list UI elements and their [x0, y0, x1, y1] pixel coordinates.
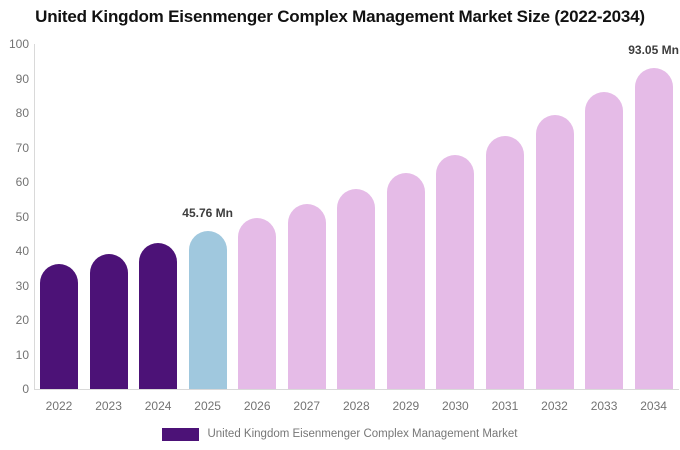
- y-tick-label: 100: [8, 37, 29, 51]
- bar-2028: [337, 188, 376, 389]
- y-tick-label: 0: [22, 382, 29, 396]
- x-tick-label: 2026: [243, 399, 271, 413]
- bar-2031: [485, 135, 524, 389]
- x-tick-label: 2027: [293, 399, 321, 413]
- bar-2032: [535, 114, 574, 389]
- x-tick-label: 2024: [144, 399, 172, 413]
- y-tick-label: 10: [15, 347, 29, 362]
- x-tick-label: 2033: [590, 399, 618, 413]
- y-tick-label: 70: [15, 140, 29, 155]
- y-tick-label: 50: [15, 209, 29, 224]
- y-tick-label: 80: [15, 106, 29, 120]
- bar-2030: [436, 154, 475, 389]
- x-tick-label: 2029: [392, 399, 420, 413]
- y-tick-label: 90: [15, 71, 29, 86]
- x-tick-label: 2034: [640, 399, 667, 413]
- legend-label: United Kingdom Eisenmenger Complex Manag…: [207, 428, 518, 440]
- bar-2029: [386, 172, 425, 389]
- y-axis-line: [34, 44, 35, 389]
- bar-2023: [89, 254, 128, 389]
- y-tick-label: 60: [15, 175, 29, 189]
- y-tick-label: 30: [15, 278, 29, 293]
- value-label-2025: 45.76 Mn: [182, 206, 233, 221]
- legend-swatch: [162, 427, 200, 441]
- x-tick-label: 2025: [194, 399, 221, 413]
- bar-2025: [188, 231, 227, 389]
- bar-2022: [40, 264, 78, 389]
- x-tick-label: 2023: [95, 399, 122, 413]
- bar-2027: [287, 204, 326, 389]
- bar-2034: [634, 67, 673, 389]
- x-tick-label: 2022: [45, 399, 73, 413]
- x-tick-label: 2030: [442, 399, 469, 413]
- y-tick-label: 40: [15, 244, 29, 258]
- legend: United Kingdom Eisenmenger Complex Manag…: [0, 427, 680, 441]
- bar-2033: [585, 92, 624, 389]
- x-axis-line: [34, 389, 679, 390]
- x-tick-label: 2031: [491, 399, 519, 413]
- value-label-2034: 93.05 Mn: [628, 42, 679, 57]
- chart-title: United Kingdom Eisenmenger Complex Manag…: [35, 7, 645, 26]
- bar-2024: [139, 243, 178, 389]
- bar-2026: [238, 218, 277, 389]
- x-tick-label: 2032: [541, 399, 568, 413]
- y-tick-label: 20: [15, 313, 29, 327]
- x-tick-label: 2028: [342, 399, 370, 413]
